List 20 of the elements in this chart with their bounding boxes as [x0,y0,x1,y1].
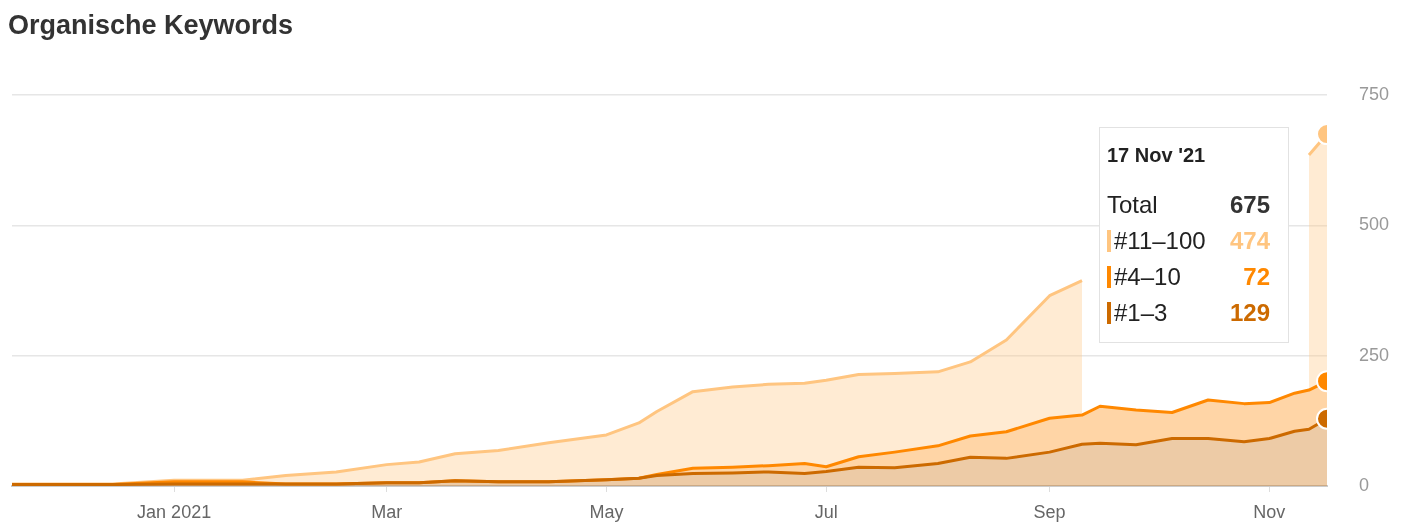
y-tick-label: 250 [1359,344,1390,365]
x-tick-label: Sep [1033,501,1066,522]
chart-title: Organische Keywords [8,10,294,41]
y-tick-label: 500 [1359,214,1390,235]
x-tick-label: Mar [371,501,403,522]
annotation: Total [1107,190,1158,220]
annotation: 17 Nov '21 [1107,144,1207,167]
annotation: 72 [1243,262,1270,292]
y-tick-label: 0 [1359,474,1370,495]
x-tick-label: May [589,501,624,522]
legend-label: #1–3 [1113,298,1168,328]
annotation: 129 [1229,298,1270,328]
y-tick-label: 750 [1359,83,1390,104]
x-tick-label: Jan 2021 [137,501,212,522]
x-tick-label: Jul [814,501,838,522]
annotation: 474 [1229,226,1270,256]
legend-label: #4–10 [1113,262,1181,292]
x-tick-label: Nov [1253,501,1286,522]
legend-label: #11–100 [1113,226,1206,256]
annotation: 675 [1229,190,1270,220]
